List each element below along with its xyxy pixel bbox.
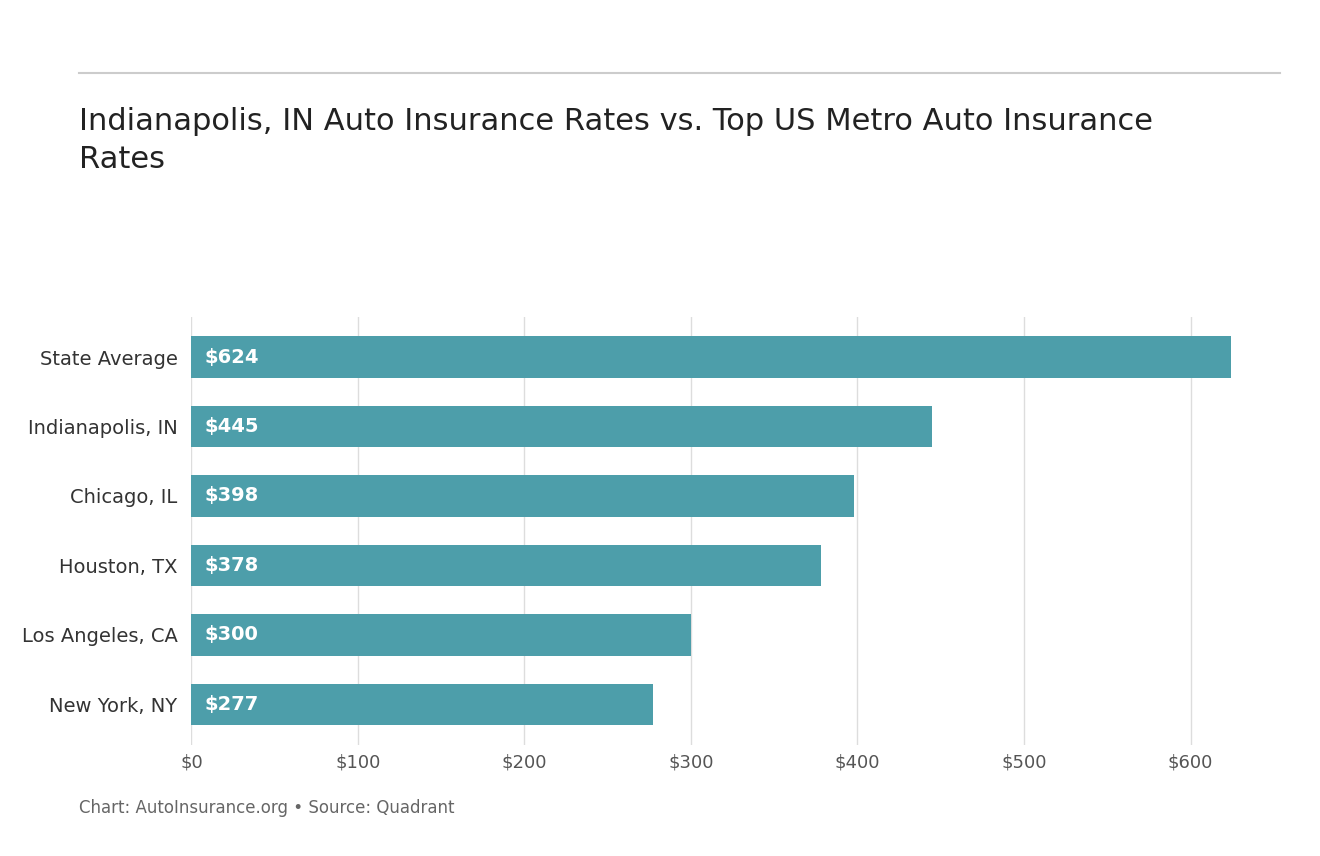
Text: Indianapolis, IN Auto Insurance Rates vs. Top US Metro Auto Insurance
Rates: Indianapolis, IN Auto Insurance Rates vs… (79, 107, 1154, 175)
Text: $277: $277 (205, 695, 259, 714)
Bar (191, 544, 821, 586)
Bar (191, 475, 854, 517)
Bar (191, 336, 1230, 377)
Text: $445: $445 (205, 417, 259, 436)
Text: $300: $300 (205, 626, 259, 645)
Text: $398: $398 (205, 486, 259, 506)
Text: $378: $378 (205, 556, 259, 575)
Bar (191, 406, 932, 448)
Text: Chart: AutoInsurance.org • Source: Quadrant: Chart: AutoInsurance.org • Source: Quadr… (79, 800, 454, 817)
Bar (191, 614, 690, 656)
Text: $624: $624 (205, 348, 259, 366)
Bar (191, 684, 652, 725)
